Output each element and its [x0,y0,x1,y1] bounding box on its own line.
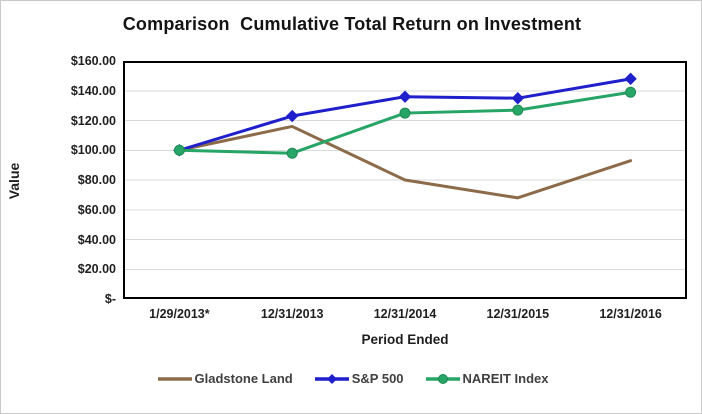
data-point-circle [625,86,637,98]
plot-border [123,61,687,299]
data-point-circle [512,104,524,116]
data-point-diamond [398,90,412,103]
data-point-circle [173,144,185,156]
x-tick-label: 12/31/2013 [260,307,324,321]
y-tick-label: $- [104,292,116,306]
data-point-circle [286,147,298,159]
series-line-0 [177,124,633,200]
legend-key-line-icon [157,376,192,381]
legend-key-circle-icon [425,373,460,384]
x-tick-label: 12/31/2016 [599,307,662,321]
x-tick-label: 1/29/2013* [149,307,210,321]
plot-area [123,61,687,299]
x-axis-title: Period Ended [361,332,449,347]
legend-label: S&P 500 [351,371,404,386]
data-point-diamond [624,72,637,86]
legend-item-gladstone-land: Gladstone Land [156,371,293,386]
x-tick-label: 12/31/2015 [486,307,550,321]
legend-item-s-p-500: S&P 500 [313,371,404,386]
y-tick-label: $20.00 [77,262,116,277]
legend-label: Gladstone Land [194,371,293,386]
legend-key-diamond-icon [314,373,349,384]
data-point-diamond [285,109,299,123]
x-tick-label: 12/31/2014 [373,307,437,321]
chart-title: Comparison Cumulative Total Return on In… [122,14,582,34]
legend-item-nareit-index: NAREIT Index [424,371,549,386]
y-tick-label: $140.00 [70,83,116,98]
data-point-circle [399,107,411,119]
y-tick-label: $120.00 [70,113,116,128]
y-tick-label: $40.00 [77,232,116,247]
y-tick-label: $100.00 [70,143,116,158]
y-tick-label: $80.00 [77,173,116,187]
y-tick-label: $60.00 [77,202,116,217]
legend: Gladstone Land S&P 500 NAREIT Index [1,371,701,386]
legend-label: NAREIT Index [462,371,549,386]
data-point-diamond [511,91,525,105]
y-tick-label: $160.00 [70,54,116,68]
